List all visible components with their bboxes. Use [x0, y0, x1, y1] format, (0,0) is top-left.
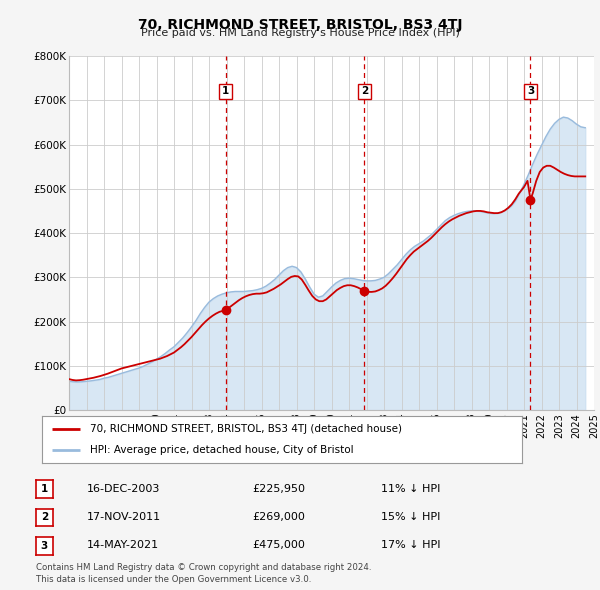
Text: 17% ↓ HPI: 17% ↓ HPI	[381, 540, 440, 550]
Text: 14-MAY-2021: 14-MAY-2021	[87, 540, 159, 550]
Text: 70, RICHMOND STREET, BRISTOL, BS3 4TJ: 70, RICHMOND STREET, BRISTOL, BS3 4TJ	[138, 18, 462, 32]
Text: Contains HM Land Registry data © Crown copyright and database right 2024.: Contains HM Land Registry data © Crown c…	[36, 563, 371, 572]
Text: £475,000: £475,000	[252, 540, 305, 550]
Text: 70, RICHMOND STREET, BRISTOL, BS3 4TJ (detached house): 70, RICHMOND STREET, BRISTOL, BS3 4TJ (d…	[90, 424, 402, 434]
Text: 3: 3	[41, 541, 48, 550]
Text: 16-DEC-2003: 16-DEC-2003	[87, 484, 160, 493]
Text: 1: 1	[222, 87, 229, 96]
Text: 3: 3	[527, 87, 534, 96]
Text: £269,000: £269,000	[252, 512, 305, 522]
Text: HPI: Average price, detached house, City of Bristol: HPI: Average price, detached house, City…	[90, 445, 353, 455]
Text: 17-NOV-2011: 17-NOV-2011	[87, 512, 161, 522]
Text: 11% ↓ HPI: 11% ↓ HPI	[381, 484, 440, 493]
Text: £225,950: £225,950	[252, 484, 305, 493]
Text: This data is licensed under the Open Government Licence v3.0.: This data is licensed under the Open Gov…	[36, 575, 311, 584]
Text: 1: 1	[41, 484, 48, 494]
Text: 2: 2	[41, 513, 48, 522]
Text: 2: 2	[361, 87, 368, 96]
Text: Price paid vs. HM Land Registry's House Price Index (HPI): Price paid vs. HM Land Registry's House …	[140, 28, 460, 38]
Text: 15% ↓ HPI: 15% ↓ HPI	[381, 512, 440, 522]
